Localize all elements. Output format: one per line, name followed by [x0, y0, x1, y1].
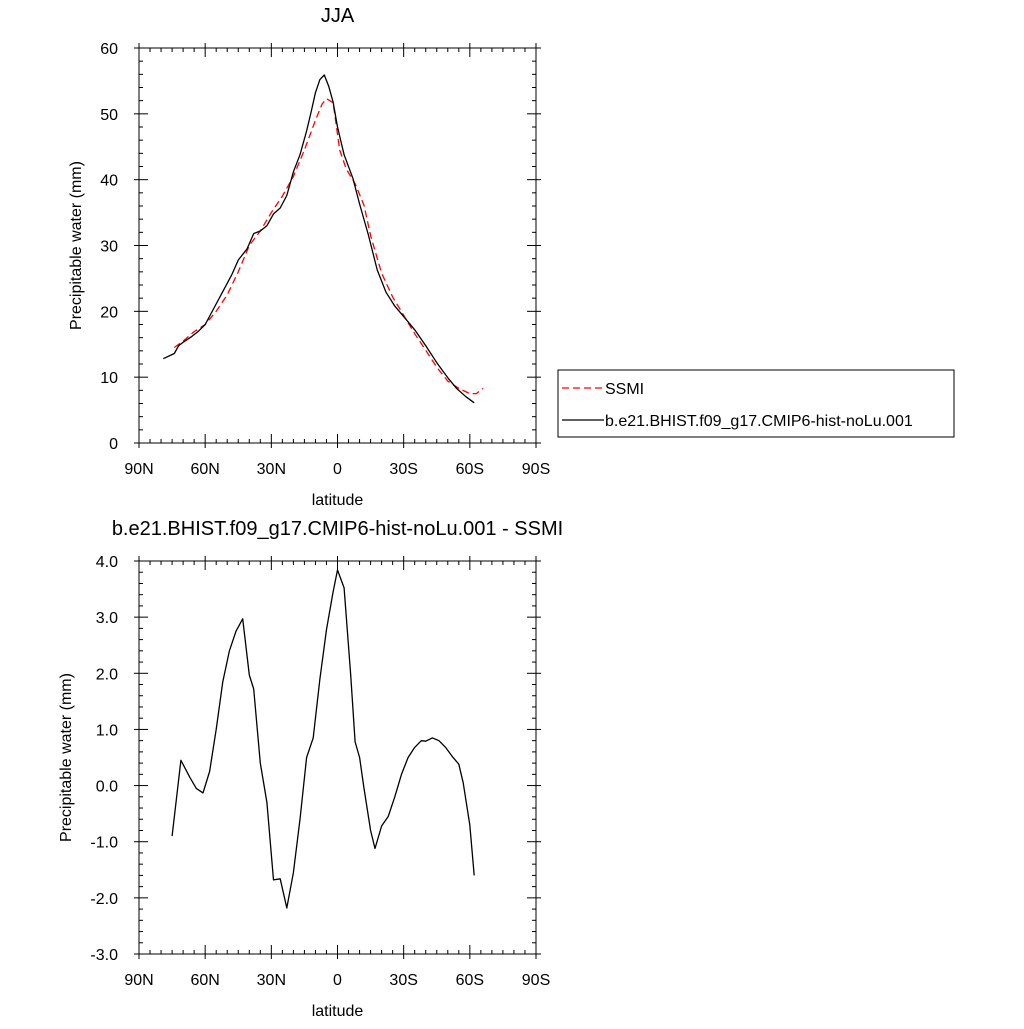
top-x-tick-label: 60S	[456, 461, 484, 478]
bottom-y-tick-label: 1.0	[96, 722, 118, 739]
top-chart-y-axis-label: Precipitable water (mm)	[68, 161, 85, 330]
top-x-tick-label: 30S	[389, 461, 417, 478]
top-chart-x-axis-label: latitude	[312, 492, 364, 509]
bottom-y-tick-label: -2.0	[90, 891, 118, 908]
legend-label-ssmi: SSMI	[605, 381, 644, 398]
bottom-x-tick-label: 60N	[190, 972, 219, 989]
bottom-y-tick-label: 3.0	[96, 610, 118, 627]
top-y-tick-label: 60	[100, 41, 118, 58]
top-x-tick-label: 0	[333, 461, 342, 478]
top-y-tick-label: 20	[100, 304, 118, 321]
top-chart-legend: SSMI b.e21.BHIST.f09_g17.CMIP6-hist-noLu…	[557, 369, 955, 438]
top-plot-frame	[138, 47, 537, 444]
bottom-y-tick-label: 4.0	[96, 554, 118, 571]
bottom-chart-title: b.e21.BHIST.f09_g17.CMIP6-hist-noLu.001 …	[112, 518, 563, 540]
bottom-x-tick-label: 60S	[456, 972, 484, 989]
top-x-tick-label: 90S	[522, 461, 550, 478]
top-x-tick-label: 90N	[124, 461, 153, 478]
top-x-tick-label: 60N	[190, 461, 219, 478]
bottom-x-tick-label: 30N	[257, 972, 286, 989]
legend-label-model: b.e21.BHIST.f09_g17.CMIP6-hist-noLu.001	[605, 413, 913, 430]
legend-frame	[557, 369, 955, 438]
top-y-tick-label: 50	[100, 107, 118, 124]
top-chart-panel: JJA Precipitable water (mm) latitude 90N…	[68, 5, 550, 509]
top-y-tick-label: 10	[100, 370, 118, 387]
bottom-plot-frame	[138, 560, 537, 955]
bottom-y-tick-label: -1.0	[90, 835, 118, 852]
top-y-tick-label: 30	[100, 239, 118, 256]
top-y-tick-label: 40	[100, 173, 118, 190]
top-series-line-1	[163, 74, 475, 404]
bottom-x-tick-label: 30S	[389, 972, 417, 989]
bottom-x-tick-label: 90S	[522, 972, 550, 989]
bottom-chart-panel: b.e21.BHIST.f09_g17.CMIP6-hist-noLu.001 …	[58, 518, 563, 1020]
bottom-x-tick-label: 0	[333, 972, 342, 989]
top-series-line-0	[173, 98, 484, 395]
bottom-y-tick-label: 0.0	[96, 779, 118, 796]
bottom-y-tick-label: -3.0	[90, 947, 118, 964]
bottom-chart-y-axis-label: Precipitable water (mm)	[58, 673, 75, 842]
bottom-series-line-0	[171, 569, 475, 909]
bottom-y-tick-label: 2.0	[96, 666, 118, 683]
top-chart-title: JJA	[321, 5, 355, 27]
top-y-tick-label: 0	[109, 436, 118, 453]
bottom-x-tick-label: 90N	[124, 972, 153, 989]
bottom-chart-x-axis-label: latitude	[312, 1003, 364, 1020]
top-x-tick-label: 30N	[257, 461, 286, 478]
